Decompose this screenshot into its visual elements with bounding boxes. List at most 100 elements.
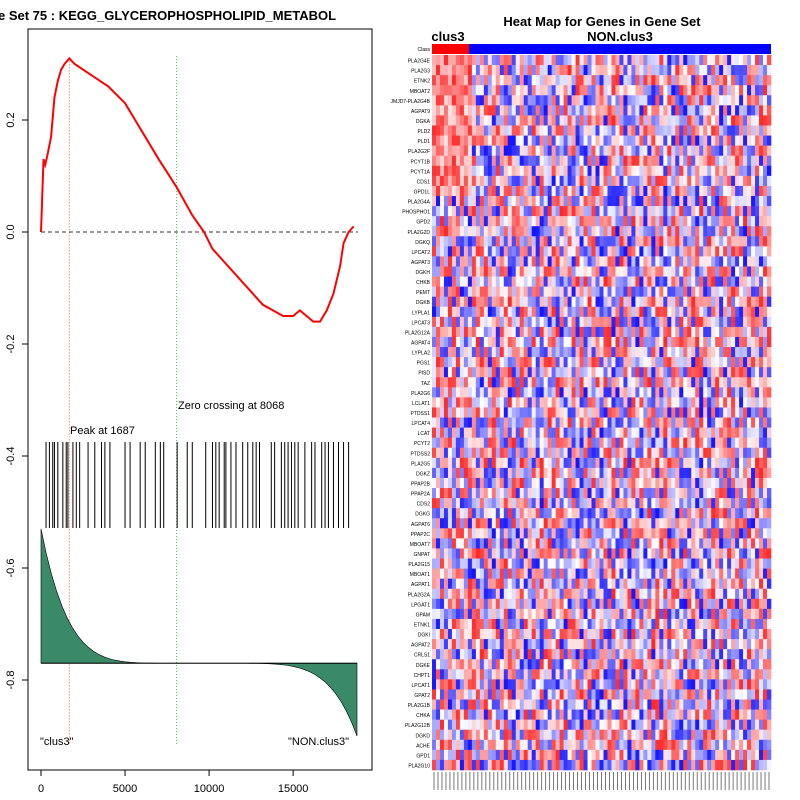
heatmap-cell [739, 95, 744, 106]
heatmap-cell [619, 498, 624, 509]
heatmap-cell [591, 226, 596, 237]
heatmap-cell [767, 95, 772, 106]
heatmap-cell [639, 195, 644, 207]
heatmap-cell [767, 528, 772, 539]
heatmap-cell [579, 105, 584, 116]
heatmap-cell [475, 347, 481, 358]
heatmap-cell [511, 528, 517, 539]
heatmap-cell [611, 488, 616, 499]
heatmap-cell [523, 115, 529, 126]
heatmap-cell [703, 548, 708, 559]
heatmap-cell [591, 588, 596, 600]
heatmap-cell [763, 306, 768, 318]
heatmap-cell [719, 377, 724, 388]
heatmap-cell [443, 226, 449, 237]
heatmap-cell [451, 538, 457, 549]
heatmap-cell [767, 387, 772, 398]
heatmap-cell [519, 417, 525, 428]
heatmap-cell [515, 457, 521, 469]
heatmap-cell [695, 226, 700, 237]
heatmap-cell [432, 276, 437, 287]
heatmap-cell [579, 206, 584, 217]
heatmap-cell [663, 226, 668, 237]
heatmap-cell [727, 467, 732, 479]
heatmap-cell [695, 457, 700, 469]
heatmap-cell [743, 276, 748, 287]
heatmap-cell [743, 437, 748, 449]
heatmap-cell [571, 195, 576, 207]
heatmap-cell [551, 397, 556, 408]
heatmap-cell [727, 488, 732, 499]
heatmap-cell [695, 306, 700, 318]
heatmap-cell [535, 266, 540, 277]
heatmap-cell [707, 407, 712, 418]
heatmap-cell [751, 518, 756, 529]
heatmap-cell [687, 85, 692, 96]
heatmap-cell [659, 145, 664, 156]
heatmap-cell [735, 95, 740, 106]
heatmap-cell [627, 488, 632, 499]
heatmap-cell [551, 477, 556, 489]
heatmap-cell [451, 115, 457, 126]
heatmap-cell [531, 195, 536, 207]
heatmap-cell [719, 276, 724, 287]
heatmap-cell [443, 55, 449, 66]
heatmap-cell [587, 488, 592, 499]
heatmap-cell [543, 85, 548, 96]
heatmap-cell [743, 377, 748, 388]
heatmap-cell [503, 185, 509, 197]
heatmap-cell [539, 387, 544, 398]
heatmap-cell [719, 508, 724, 519]
heatmap-row [432, 296, 772, 308]
heatmap-cell [731, 357, 736, 368]
heatmap-cell [543, 135, 548, 146]
heatmap-cell [487, 206, 493, 217]
heatmap-cell [675, 347, 680, 358]
heatmap-cell [715, 236, 720, 247]
heatmap-cell [651, 588, 656, 600]
heatmap-cell [607, 467, 612, 479]
heatmap-cell [675, 95, 680, 106]
heatmap-cell [459, 216, 465, 227]
heatmap-cell [591, 528, 596, 539]
heatmap-cell [719, 578, 724, 590]
heatmap-cell [459, 195, 465, 207]
heatmap-cell [739, 568, 744, 579]
heatmap-cell [451, 508, 457, 519]
heatmap-cell [559, 598, 564, 610]
heatmap-cell [563, 588, 568, 600]
heatmap-cell [603, 578, 608, 590]
heatmap-cell [643, 256, 648, 267]
heatmap-cell [635, 397, 640, 408]
heatmap-title: Heat Map for Genes in Gene Set [503, 14, 701, 29]
heatmap-cell [459, 276, 465, 287]
heatmap-cell [531, 618, 536, 630]
heatmap-cell [439, 95, 445, 106]
heatmap-cell [487, 165, 493, 177]
heatmap-cell [623, 256, 628, 267]
heatmap-cell [759, 115, 764, 126]
heatmap-cell [715, 457, 720, 469]
heatmap-cell [439, 55, 445, 66]
heatmap-cell [459, 558, 465, 569]
heatmap-cell [467, 296, 473, 308]
heatmap-cell [615, 467, 620, 479]
y-tick-label: -0.2 [5, 335, 17, 354]
heatmap-cell [751, 206, 756, 217]
heatmap-cell [687, 477, 692, 489]
heatmap-cell [703, 55, 708, 66]
heatmap-cell [767, 145, 772, 156]
heatmap-cell [599, 236, 604, 247]
heatmap-cell [547, 508, 552, 519]
heatmap-cell [727, 175, 732, 187]
heatmap-cell [647, 236, 652, 247]
heatmap-cell [591, 75, 596, 86]
heatmap-cell [615, 276, 620, 287]
heatmap-cell [655, 296, 660, 308]
heatmap-cell [519, 457, 525, 469]
heatmap-cell [735, 155, 740, 167]
heatmap-cell [627, 387, 632, 398]
heatmap-cell [715, 618, 720, 630]
heatmap-cell [432, 306, 437, 318]
heatmap-cell [623, 75, 628, 86]
